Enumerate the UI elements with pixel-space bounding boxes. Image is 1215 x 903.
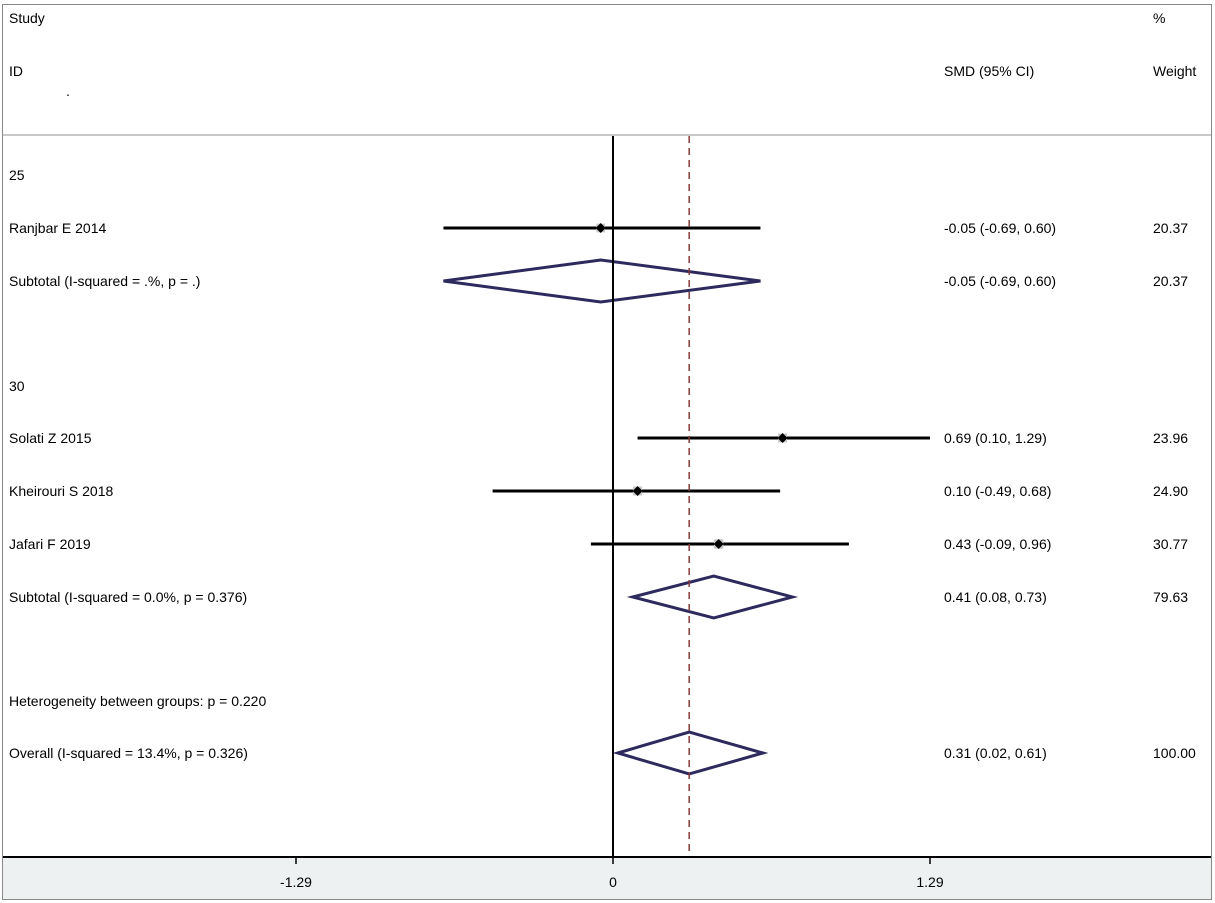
subtotal-diamond	[626, 574, 799, 620]
row-label: Overall (I-squared = 13.4%, p = 0.326)	[9, 745, 248, 761]
point-estimate	[595, 223, 606, 233]
x-tick-label: 1.29	[916, 874, 943, 890]
weight-value: 79.63	[1153, 589, 1188, 605]
row-label: Solati Z 2015	[9, 430, 92, 446]
row-label: Heterogeneity between groups: p = 0.220	[9, 693, 266, 709]
weight-value: 24.90	[1153, 483, 1188, 499]
id-header: ID	[9, 63, 23, 79]
row-label: 25	[9, 167, 25, 183]
point-estimate	[713, 539, 724, 549]
ci-value: 0.43 (-0.09, 0.96)	[944, 536, 1051, 552]
effect-header: SMD (95% CI)	[944, 63, 1034, 79]
x-axis: -1.29 0 1.29	[3, 136, 1211, 890]
point-estimate	[777, 433, 788, 443]
subtotal-diamond	[443, 258, 761, 304]
study-header: Study	[9, 10, 45, 26]
weight-value: 23.96	[1153, 430, 1188, 446]
weight-value: 100.00	[1153, 745, 1196, 761]
weight-header: Weight	[1153, 63, 1196, 79]
row-label: Kheirouri S 2018	[9, 483, 114, 499]
weight-value: 20.37	[1153, 220, 1188, 236]
row-label: Subtotal (I-squared = .%, p = .)	[9, 273, 200, 289]
row-label: Jafari F 2019	[9, 536, 91, 552]
ci-value: 0.69 (0.10, 1.29)	[944, 430, 1047, 446]
overall-diamond	[612, 730, 769, 776]
ci-value: 0.41 (0.08, 0.73)	[944, 589, 1047, 605]
weight-percent-header: %	[1153, 10, 1165, 26]
rows-layer: 25 Ranjbar E 2014 -0.05 (-0.69, 0.60) 20.37…	[9, 167, 1196, 776]
weight-value: 20.37	[1153, 273, 1188, 289]
forest-plot-frame	[2, 4, 1212, 900]
ci-value: -0.05 (-0.69, 0.60)	[944, 273, 1056, 289]
row-label: Subtotal (I-squared = 0.0%, p = 0.376)	[9, 589, 247, 605]
ci-value: -0.05 (-0.69, 0.60)	[944, 220, 1056, 236]
row-label: 30	[9, 378, 25, 394]
ci-value: 0.10 (-0.49, 0.68)	[944, 483, 1051, 499]
x-tick-label: 0	[609, 874, 617, 890]
point-estimate	[632, 486, 643, 496]
weight-value: 30.77	[1153, 536, 1188, 552]
header-dot: .	[66, 83, 70, 99]
row-label: Ranjbar E 2014	[9, 220, 107, 236]
x-tick-label: -1.29	[280, 874, 312, 890]
ci-value: 0.31 (0.02, 0.61)	[944, 745, 1047, 761]
axis-band	[3, 857, 1211, 899]
